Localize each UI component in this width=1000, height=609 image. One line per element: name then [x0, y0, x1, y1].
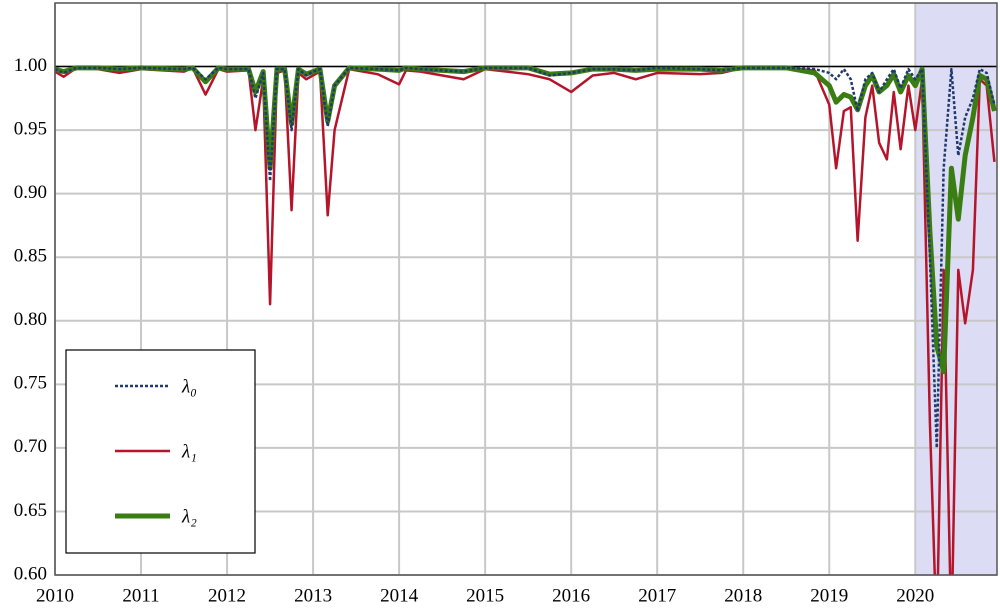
x-tick-label: 2015 — [466, 585, 504, 606]
x-tick-label: 2014 — [380, 585, 419, 606]
y-tick-label: 0.65 — [14, 500, 47, 521]
x-tick-label: 2010 — [36, 585, 74, 606]
y-tick-label: 0.60 — [14, 563, 47, 584]
x-tick-label: 2018 — [724, 585, 762, 606]
y-tick-label: 1.00 — [14, 55, 47, 76]
plot-frame — [54, 2, 998, 576]
x-tick-label: 2020 — [896, 585, 934, 606]
x-tick-label: 2016 — [552, 585, 590, 606]
series-line — [55, 66, 996, 450]
y-tick-label: 0.70 — [14, 436, 47, 457]
legend-label: λ₁ — [181, 441, 197, 462]
series-line — [55, 65, 997, 375]
legend-label: λ₀ — [181, 376, 197, 397]
y-tick-label: 0.80 — [14, 309, 47, 330]
x-tick-label: 2011 — [122, 585, 159, 606]
x-tick-label: 2019 — [810, 585, 848, 606]
y-tick-label: 0.85 — [14, 246, 47, 267]
x-tick-label: 2012 — [208, 585, 246, 606]
x-tick-label: 2017 — [638, 585, 676, 606]
y-tick-label: 0.75 — [14, 373, 47, 394]
highlight-region — [915, 3, 997, 575]
y-tick-label: 0.95 — [14, 118, 47, 139]
x-tick-label: 2013 — [294, 585, 332, 606]
y-tick-label: 0.90 — [14, 182, 47, 203]
legend-label: λ₂ — [181, 506, 197, 527]
plot-lines — [55, 65, 997, 575]
